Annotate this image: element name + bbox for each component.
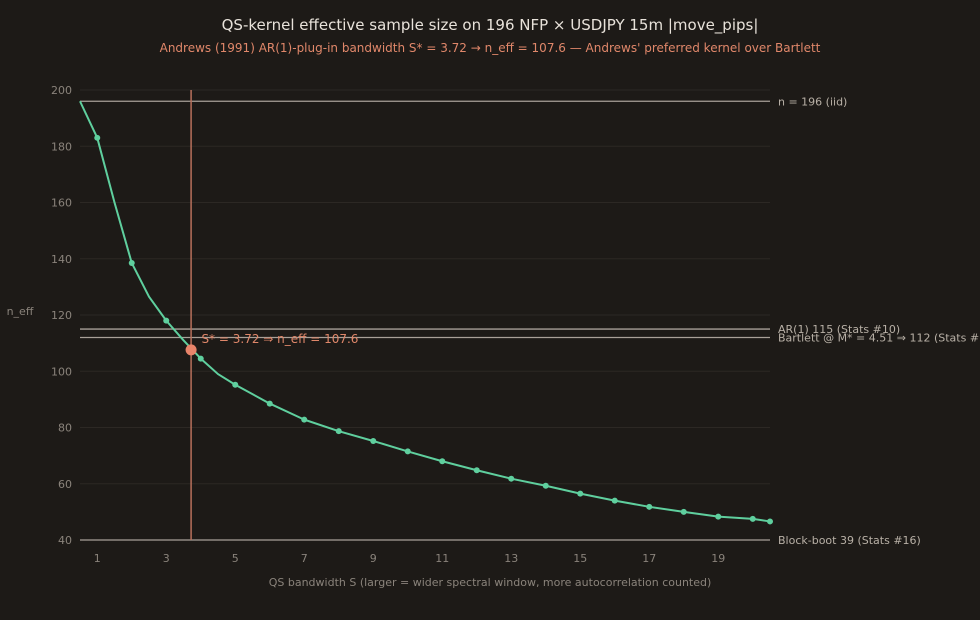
- data-point: [680, 508, 687, 515]
- data-point: [646, 503, 653, 510]
- data-point: [439, 458, 446, 465]
- y-tick-label: 40: [58, 534, 72, 547]
- data-point: [301, 416, 308, 423]
- data-point: [163, 317, 170, 324]
- y-tick-label: 100: [51, 365, 72, 378]
- chart-subtitle: Andrews (1991) AR(1)-plug-in bandwidth S…: [160, 41, 821, 55]
- data-point: [577, 490, 584, 497]
- optimum-point: [185, 344, 197, 356]
- y-tick-label: 120: [51, 309, 72, 322]
- data-point: [197, 355, 204, 362]
- x-tick-label: 1: [94, 552, 101, 565]
- x-tick-label: 3: [163, 552, 170, 565]
- data-point: [542, 482, 549, 489]
- x-tick-label: 5: [232, 552, 239, 565]
- x-tick-label: 17: [642, 552, 656, 565]
- x-tick-label: 13: [504, 552, 518, 565]
- y-tick-label: 60: [58, 478, 72, 491]
- x-tick-label: 7: [301, 552, 308, 565]
- y-axis-label: n_eff: [7, 305, 34, 318]
- reference-line-label: Bartlett @ M* = 4.51 ⇒ 112 (Stats #: [778, 332, 979, 345]
- series-layer: S* = 3.72 ⇒ n_eff = 107.6: [79, 100, 773, 525]
- reference-line-label: n = 196 (iid): [778, 95, 847, 108]
- data-point: [715, 513, 722, 520]
- y-tick-label: 180: [51, 140, 72, 153]
- data-point: [128, 259, 135, 266]
- y-tick-label: 80: [58, 422, 72, 435]
- x-tick-label: 19: [711, 552, 725, 565]
- reference-lines: n = 196 (iid) AR(1) 115 (Stats #10)Bartle…: [80, 95, 979, 547]
- x-tick-label: 15: [573, 552, 587, 565]
- data-point: [767, 518, 773, 525]
- x-tick-label: 9: [370, 552, 377, 565]
- y-tick-label: 160: [51, 197, 72, 210]
- data-point: [370, 438, 377, 444]
- data-point: [473, 467, 480, 474]
- data-point: [749, 515, 756, 522]
- data-point: [232, 381, 239, 388]
- chart-title: QS-kernel effective sample size on 196 N…: [222, 16, 759, 35]
- data-point: [508, 475, 515, 482]
- data-point: [404, 448, 411, 455]
- data-point: [611, 497, 618, 504]
- x-axis-label: QS bandwidth S (larger = wider spectral …: [269, 576, 712, 589]
- x-tick-label: 11: [435, 552, 449, 565]
- series-line: [79, 100, 771, 523]
- optimum-annotation: S* = 3.72 ⇒ n_eff = 107.6: [201, 332, 358, 346]
- reference-line-label: Block-boot 39 (Stats #16): [778, 534, 921, 547]
- data-point: [266, 400, 273, 407]
- data-point: [335, 428, 342, 435]
- data-point: [94, 134, 101, 141]
- y-tick-label: 140: [51, 253, 72, 266]
- grid: [80, 89, 770, 541]
- y-tick-label: 200: [51, 84, 72, 97]
- reference-line-label: AR(1) 115 (Stats #10): [778, 323, 900, 336]
